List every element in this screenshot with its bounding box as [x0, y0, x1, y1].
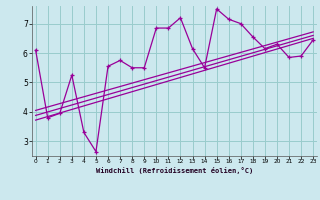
X-axis label: Windchill (Refroidissement éolien,°C): Windchill (Refroidissement éolien,°C): [96, 167, 253, 174]
